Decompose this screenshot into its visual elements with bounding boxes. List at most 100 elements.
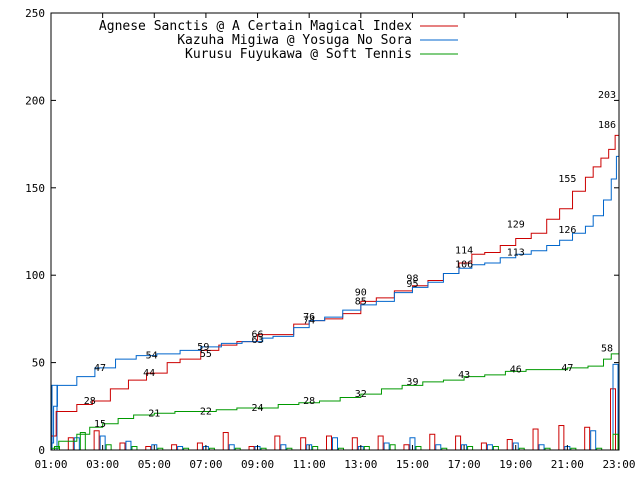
x-tick-label: 19:00 (499, 458, 532, 471)
hourly-bar (351, 437, 358, 451)
data-label: 129 (507, 220, 525, 231)
hourly-bar (312, 446, 319, 451)
data-label: 21 (148, 408, 160, 419)
data-label: 24 (252, 403, 264, 414)
y-tick-label: 0 (38, 444, 45, 457)
hourly-bar (492, 446, 499, 451)
series-line (51, 95, 620, 437)
data-label: 28 (84, 396, 96, 407)
y-tick-label: 150 (25, 182, 45, 195)
hourly-bar (429, 433, 436, 451)
hourly-bar (326, 435, 332, 451)
data-label: 55 (200, 349, 212, 360)
y-tick-label: 100 (25, 269, 45, 282)
hourly-bar (67, 437, 74, 451)
hourly-bar (79, 432, 86, 451)
data-label: 15 (94, 419, 106, 430)
data-label: 22 (200, 407, 212, 418)
data-label: 28 (303, 396, 315, 407)
x-tick-label: 23:00 (602, 458, 635, 471)
hourly-bar (363, 446, 370, 451)
hourly-bar (300, 437, 307, 451)
hourly-bar (506, 439, 513, 451)
plot-frame (50, 12, 620, 451)
hourly-bar (196, 442, 203, 451)
data-label: 32 (355, 389, 367, 400)
data-label: 85 (355, 296, 367, 307)
series-line (51, 348, 620, 449)
hourly-bar (389, 444, 396, 451)
x-tick-label: 15:00 (396, 458, 429, 471)
legend-label: Agnese Sanctis @ A Certain Magical Index (99, 19, 412, 34)
x-tick-label: 21:00 (551, 458, 584, 471)
y-axis: 0 50 100 150 200 250 (25, 7, 619, 457)
data-label: 203 (598, 90, 616, 101)
x-tick-label: 13:00 (344, 458, 377, 471)
data-label: 46 (510, 365, 522, 376)
data-label: 155 (558, 174, 576, 185)
hourly-bar (455, 435, 462, 451)
hourly-bar (145, 446, 152, 451)
hourly-bar (377, 435, 384, 451)
data-label: 74 (303, 316, 315, 327)
hourly-bar (467, 446, 474, 451)
data-label: 90 (355, 288, 367, 299)
hourly-bar (486, 444, 493, 451)
data-label: 39 (406, 377, 418, 388)
data-label: 114 (455, 246, 473, 257)
hourly-bar (280, 444, 287, 451)
hourly-bar (403, 444, 410, 451)
hourly-bar (532, 428, 539, 451)
x-tick-label: 05:00 (138, 458, 171, 471)
hourly-bar (332, 437, 338, 451)
data-label: 113 (507, 247, 525, 258)
hourly-bar (119, 442, 126, 451)
data-label: 98 (406, 274, 418, 285)
hourly-bar (105, 444, 112, 451)
data-label: 126 (558, 225, 576, 236)
hourly-bar (383, 442, 390, 451)
data-label: 63 (252, 335, 264, 346)
data-label: 66 (252, 330, 264, 341)
data-label: 54 (146, 351, 158, 362)
hourly-bar (177, 446, 184, 451)
y-tick-label: 250 (25, 7, 45, 20)
hourly-bar (558, 425, 565, 451)
hourly-bar (131, 446, 138, 451)
y-tick-label: 50 (32, 357, 45, 370)
hourly-bar (584, 426, 591, 451)
hourly-bar (435, 444, 442, 451)
data-label: 58 (601, 344, 613, 355)
x-axis: 01:00 03:00 05:00 07:00 09:00 11:00 13:00 15:00… (34, 13, 636, 471)
hourly-bar (222, 432, 229, 451)
hourly-bar (228, 444, 235, 451)
x-tick-label: 07:00 (189, 458, 222, 471)
x-tick-label: 09:00 (241, 458, 274, 471)
x-tick-label: 17:00 (448, 458, 481, 471)
hourly-bar (171, 444, 178, 451)
hourly-bar (93, 430, 100, 451)
data-label: 44 (143, 368, 155, 379)
hourly-bar (480, 442, 487, 451)
data-label: 47 (561, 363, 573, 374)
data-label: 59 (197, 342, 209, 353)
hourly-bar (274, 435, 281, 451)
series-line (51, 124, 620, 444)
x-tick-label: 01:00 (34, 458, 67, 471)
data-label: 43 (458, 370, 470, 381)
cumulative-lines (51, 95, 620, 449)
data-label: 95 (406, 279, 418, 290)
x-tick-label: 11:00 (293, 458, 326, 471)
data-label: 186 (598, 120, 616, 131)
hourly-bar (248, 446, 255, 451)
x-tick-label: 03:00 (86, 458, 119, 471)
y-tick-label: 200 (25, 94, 45, 107)
hourly-bar (415, 446, 422, 451)
data-labels: 28 44 55 66 74 90 98 114 129 155 186 203 47 54 59 63 76 8… (84, 90, 616, 430)
data-label: 47 (94, 363, 106, 374)
hourly-bars (51, 363, 619, 451)
legend-label: Kazuha Migiwa @ Yosuga No Sora (177, 33, 412, 48)
legend: Agnese Sanctis @ A Certain Magical Index… (99, 19, 458, 62)
hourly-bar (538, 444, 545, 451)
